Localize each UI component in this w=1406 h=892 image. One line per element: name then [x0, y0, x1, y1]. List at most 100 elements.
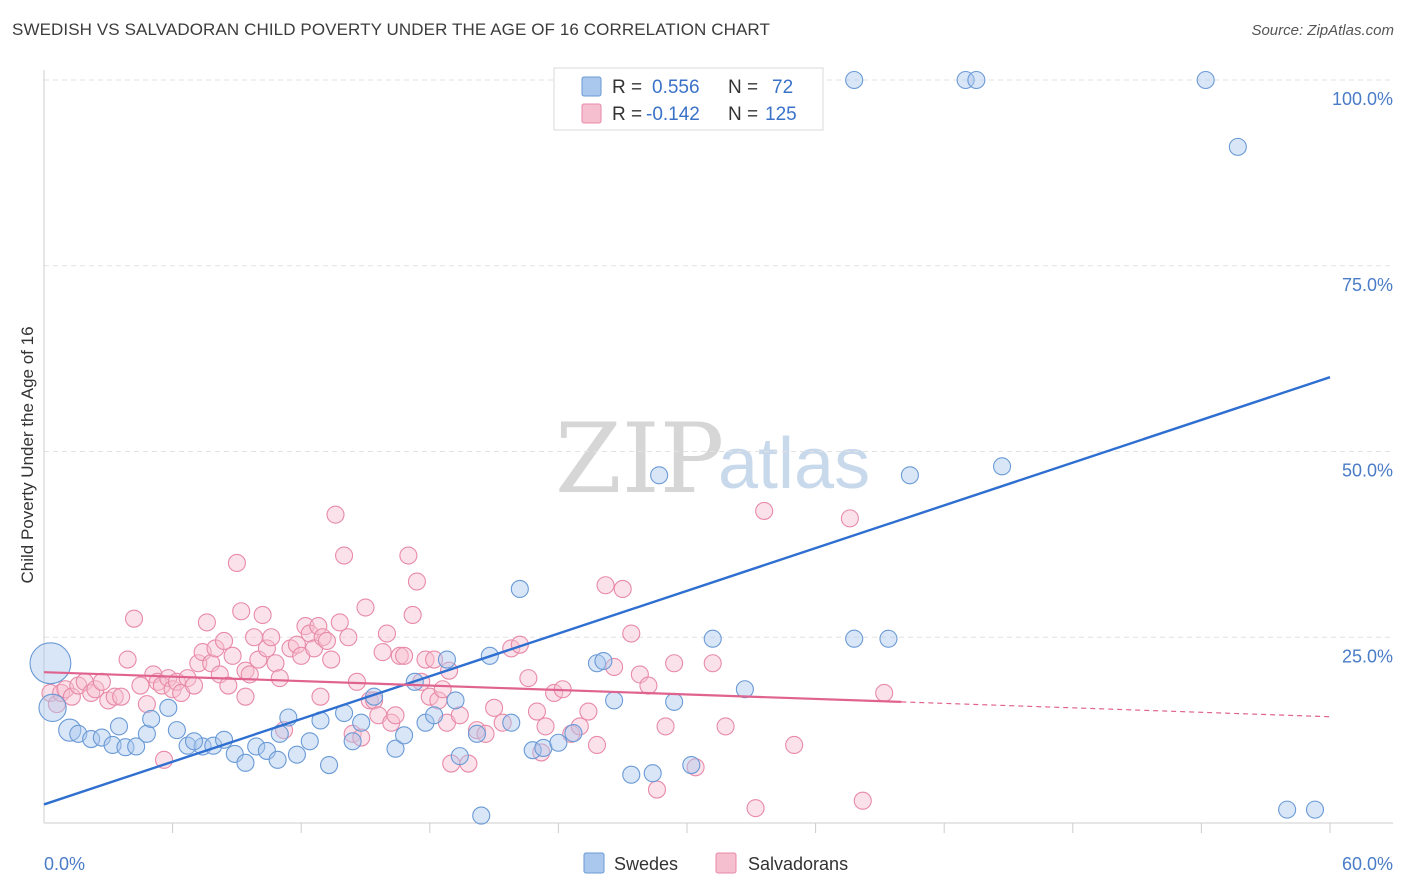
salvadorans-point: [622, 624, 641, 643]
watermark-atlas: atlas: [718, 424, 870, 504]
salvadorans-trend-line-extension: [901, 701, 1331, 718]
bottom-legend-label-salvadorans: Salvadorans: [748, 854, 848, 874]
salvadorans-point: [330, 613, 349, 632]
salvadorans-point: [665, 654, 684, 673]
swedes-point: [287, 745, 306, 764]
salvadorans-point: [335, 546, 354, 565]
bottom-legend: Swedes Salvadorans: [583, 852, 848, 874]
trend-lines: [43, 376, 1331, 806]
salvadorans-point: [613, 579, 632, 599]
salvadorans-point: [527, 702, 547, 721]
bottom-legend-label-swedes: Swedes: [614, 854, 678, 874]
swedes-point: [137, 724, 156, 743]
salvadorans-point: [131, 676, 150, 695]
swedes-point: [956, 70, 975, 90]
salvadorans-point: [656, 717, 675, 736]
watermark-zip: ZIP: [555, 403, 724, 515]
salvadorans-point: [536, 717, 555, 736]
swedes-point: [1305, 800, 1325, 819]
y-tick-label: 75.0%: [1342, 275, 1393, 295]
swedes-point: [425, 706, 444, 725]
x-tick-label-max: 60.0%: [1342, 854, 1393, 874]
salvadorans-point: [159, 669, 178, 688]
salvadorans-point: [223, 646, 242, 665]
swedes-point: [549, 733, 568, 752]
salvadorans-point: [197, 613, 216, 632]
salvadorans-point: [785, 735, 804, 755]
swedes-point: [665, 692, 684, 711]
swedes-trend-line: [43, 376, 1331, 806]
salvadorans-point: [853, 791, 872, 810]
salvadorans-point: [62, 687, 81, 706]
salvadorans-point: [716, 717, 735, 736]
swedes-point: [643, 764, 662, 783]
swedes-point: [29, 642, 72, 685]
salvadorans-point: [605, 657, 624, 677]
salvadorans-point: [373, 643, 392, 662]
swedes-point: [845, 629, 864, 648]
swedes-point: [184, 732, 204, 751]
swedes-point: [109, 717, 129, 736]
swedes-point: [467, 724, 487, 743]
legend-swatch-salvadorans: [581, 103, 602, 124]
salvadorans-point: [579, 702, 598, 721]
salvadorans-point: [647, 780, 667, 799]
grid-lines: [44, 79, 1393, 638]
bottom-legend-swatch-swedes: [583, 852, 605, 874]
salvadorans-point: [227, 553, 246, 573]
y-tick-label: 100.0%: [1332, 89, 1393, 109]
salvadorans-point: [485, 698, 504, 717]
salvadorans-point: [390, 646, 409, 665]
swedes-point: [159, 698, 178, 717]
swedes-point: [167, 721, 186, 740]
salvadorans-point: [407, 572, 426, 591]
swedes-point: [352, 713, 371, 732]
salvadorans-point: [703, 654, 722, 673]
y-axis-label: Child Poverty Under the Age of 16: [18, 326, 37, 583]
swedes-point: [879, 629, 898, 648]
swedes-point: [38, 693, 67, 722]
salvadorans-point: [875, 683, 894, 703]
swedes-point: [845, 70, 864, 90]
salvadorans-point: [425, 650, 444, 669]
chart-title: SWEDISH VS SALVADORAN CHILD POVERTY UNDE…: [12, 20, 770, 39]
salvadorans-point: [352, 728, 371, 747]
salvadorans-point: [232, 602, 251, 621]
y-tick-labels: 25.0% 50.0% 75.0% 100.0%: [1332, 89, 1393, 666]
salvadorans-point: [755, 501, 774, 520]
swedes-point: [343, 732, 362, 751]
swedes-point: [650, 466, 669, 485]
chart-source: Source: ZipAtlas.com: [1251, 22, 1394, 39]
salvadorans-point: [257, 639, 276, 658]
salvadorans-point: [262, 628, 281, 647]
salvadorans-point: [86, 680, 105, 699]
salvadorans-trend-line: [43, 671, 902, 703]
swedes-point: [510, 579, 529, 599]
swedes-point: [682, 755, 701, 775]
swedes-point: [247, 737, 266, 756]
swedes-point: [1196, 70, 1215, 90]
swedes-point: [386, 739, 405, 758]
salvadorans-point: [639, 676, 658, 695]
swedes-point: [268, 750, 287, 769]
legend-n-value-salvadorans: 125: [765, 104, 797, 125]
swedes-point: [58, 718, 82, 742]
salvadorans-point: [596, 576, 615, 595]
bottom-legend-swatch-salvadorans: [715, 852, 737, 874]
swedes-point: [300, 732, 319, 751]
swedes-point: [1228, 137, 1247, 156]
salvadorans-points: [41, 501, 894, 818]
salvadorans-point: [41, 683, 60, 703]
salvadorans-point: [270, 669, 289, 688]
legend-n-value-swedes: 72: [772, 77, 793, 98]
y-tick-label: 50.0%: [1342, 461, 1393, 481]
swedes-point: [967, 70, 986, 90]
swedes-point: [236, 753, 255, 772]
salvadorans-point: [377, 624, 396, 643]
swedes-point: [605, 691, 624, 710]
salvadorans-point: [92, 672, 111, 691]
salvadorans-point: [450, 706, 469, 725]
salvadorans-point: [339, 628, 358, 647]
swedes-point: [395, 726, 414, 745]
